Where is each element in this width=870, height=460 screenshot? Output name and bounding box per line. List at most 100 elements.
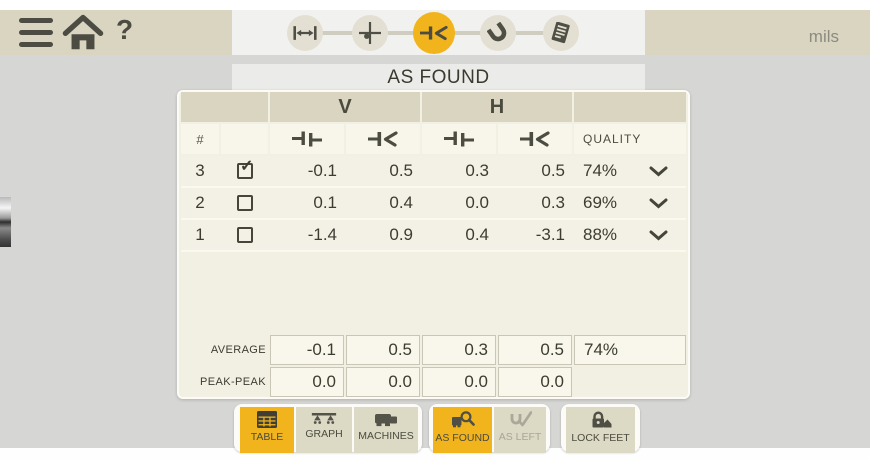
cell-quality: 88%: [583, 225, 618, 244]
angular-icon: [368, 131, 398, 147]
checkmark-icon: ✓: [240, 158, 254, 175]
cell-quality: 69%: [583, 193, 618, 212]
row-checkbox[interactable]: ✓: [237, 159, 253, 179]
average-h-angular: 0.5: [498, 335, 572, 365]
average-v-offset: -0.1: [270, 335, 344, 365]
lock-feet-group: LOCK FEET: [561, 404, 640, 453]
help-button[interactable]: ?: [116, 14, 140, 48]
graph-icon: [311, 413, 337, 424]
peak-h-angular: 0.0: [498, 367, 572, 397]
average-label: AVERAGE: [210, 344, 266, 356]
step-coupling-values-button[interactable]: [413, 12, 455, 54]
as-found-button[interactable]: AS FOUND: [433, 407, 492, 453]
lock-feet-button[interactable]: LOCK FEET: [566, 407, 635, 453]
column-group-v: V: [270, 92, 420, 122]
cell-quality: 74%: [583, 161, 618, 180]
results-table: V H #: [177, 90, 690, 399]
cell-v-angular: 0.9: [389, 225, 413, 244]
select-header-cell: [221, 124, 268, 154]
view-switch-group: TABLE GRAPH MACHINES: [234, 404, 422, 453]
h-offset-header-cell: [422, 124, 496, 154]
row-number: 2: [195, 193, 205, 212]
quality-header-cell: QUALITY: [574, 124, 686, 154]
peak-v-offset: 0.0: [270, 367, 344, 397]
group-h-label: H: [489, 96, 505, 118]
cell-h-offset: 0.0: [465, 193, 489, 212]
cell-v-offset: -0.1: [307, 161, 337, 180]
cell-h-offset: 0.4: [465, 225, 489, 244]
units-label: mils: [808, 27, 839, 46]
view-title: AS FOUND: [387, 66, 490, 88]
machines-view-label: MACHINES: [358, 430, 414, 442]
table-row[interactable]: 2 0.1 0.4 0.0 0.3 69%: [181, 188, 686, 218]
column-group-h: H: [422, 92, 572, 122]
average-quality: 74%: [574, 335, 686, 365]
bottom-strip: [0, 448, 870, 460]
as-found-label: AS FOUND: [435, 432, 490, 444]
magnet-feet-icon: [487, 22, 507, 42]
v-angular-header-cell: [346, 124, 420, 154]
graph-view-button[interactable]: GRAPH: [296, 407, 352, 453]
table-row[interactable]: 3 ✓ -0.1 0.5 0.3 0.5 74%: [181, 156, 686, 186]
table-row[interactable]: 1 -1.4 0.9 0.4 -3.1 88%: [181, 220, 686, 250]
v-offset-header-cell: [270, 124, 344, 154]
step-distance-button[interactable]: [287, 15, 323, 51]
cell-v-offset: -1.4: [307, 225, 337, 244]
coupling-values-icon: [420, 25, 448, 41]
quality-header-label: QUALITY: [583, 132, 642, 146]
home-button[interactable]: [61, 14, 105, 51]
laser-target-icon: [359, 22, 381, 44]
row-checkbox[interactable]: [237, 195, 253, 211]
machine-graphic-fragment: [0, 197, 11, 247]
home-icon: [62, 14, 104, 50]
as-left-button[interactable]: AS LEFT: [494, 407, 546, 453]
machines-icon: [375, 414, 397, 427]
average-h-offset: 0.3: [422, 335, 496, 365]
cell-h-angular: -3.1: [535, 225, 565, 244]
h-angular-header-cell: [498, 124, 572, 154]
row-number: 1: [195, 225, 205, 244]
peak-peak-label: PEAK-PEAK: [200, 376, 266, 388]
cell-v-angular: 0.4: [389, 193, 413, 212]
average-v-angular: 0.5: [346, 335, 420, 365]
distance-measure-icon: [293, 26, 317, 40]
num-header-cell: #: [181, 124, 219, 154]
result-switch-group: AS FOUND AS LEFT: [429, 404, 550, 453]
lock-feet-icon: [592, 411, 611, 428]
table-view-button[interactable]: TABLE: [240, 407, 294, 453]
angular-icon: [520, 131, 550, 147]
cell-h-angular: 0.3: [541, 193, 565, 212]
peak-h-offset: 0.0: [422, 367, 496, 397]
step-report-button[interactable]: [543, 15, 579, 51]
lock-feet-label: LOCK FEET: [571, 432, 630, 444]
as-left-icon: [510, 411, 532, 427]
group-v-label: V: [338, 96, 352, 118]
cell-v-angular: 0.5: [389, 161, 413, 180]
chevron-down-icon[interactable]: [649, 230, 668, 241]
cell-v-offset: 0.1: [313, 193, 337, 212]
offset-icon: [292, 131, 322, 147]
band-right: [574, 92, 686, 122]
chevron-down-icon[interactable]: [649, 198, 668, 209]
as-left-label: AS LEFT: [498, 431, 542, 443]
row-checkbox[interactable]: [237, 227, 253, 243]
table-icon: [257, 411, 277, 428]
step-feet-button[interactable]: [480, 15, 516, 51]
num-header-label: #: [196, 131, 204, 147]
cell-h-offset: 0.3: [465, 161, 489, 180]
machines-view-button[interactable]: MACHINES: [354, 407, 418, 453]
chevron-down-icon[interactable]: [649, 166, 668, 177]
view-title-bar: AS FOUND: [232, 64, 645, 91]
offset-icon: [444, 131, 474, 147]
table-view-label: TABLE: [250, 431, 284, 443]
graph-view-label: GRAPH: [305, 428, 343, 440]
as-found-icon: [451, 411, 475, 428]
step-measure-button[interactable]: [352, 15, 388, 51]
menu-icon[interactable]: [19, 18, 53, 47]
band-left: [181, 92, 268, 122]
report-icon: [551, 22, 570, 44]
help-label: ?: [116, 14, 134, 45]
cell-h-angular: 0.5: [541, 161, 565, 180]
peak-v-angular: 0.0: [346, 367, 420, 397]
